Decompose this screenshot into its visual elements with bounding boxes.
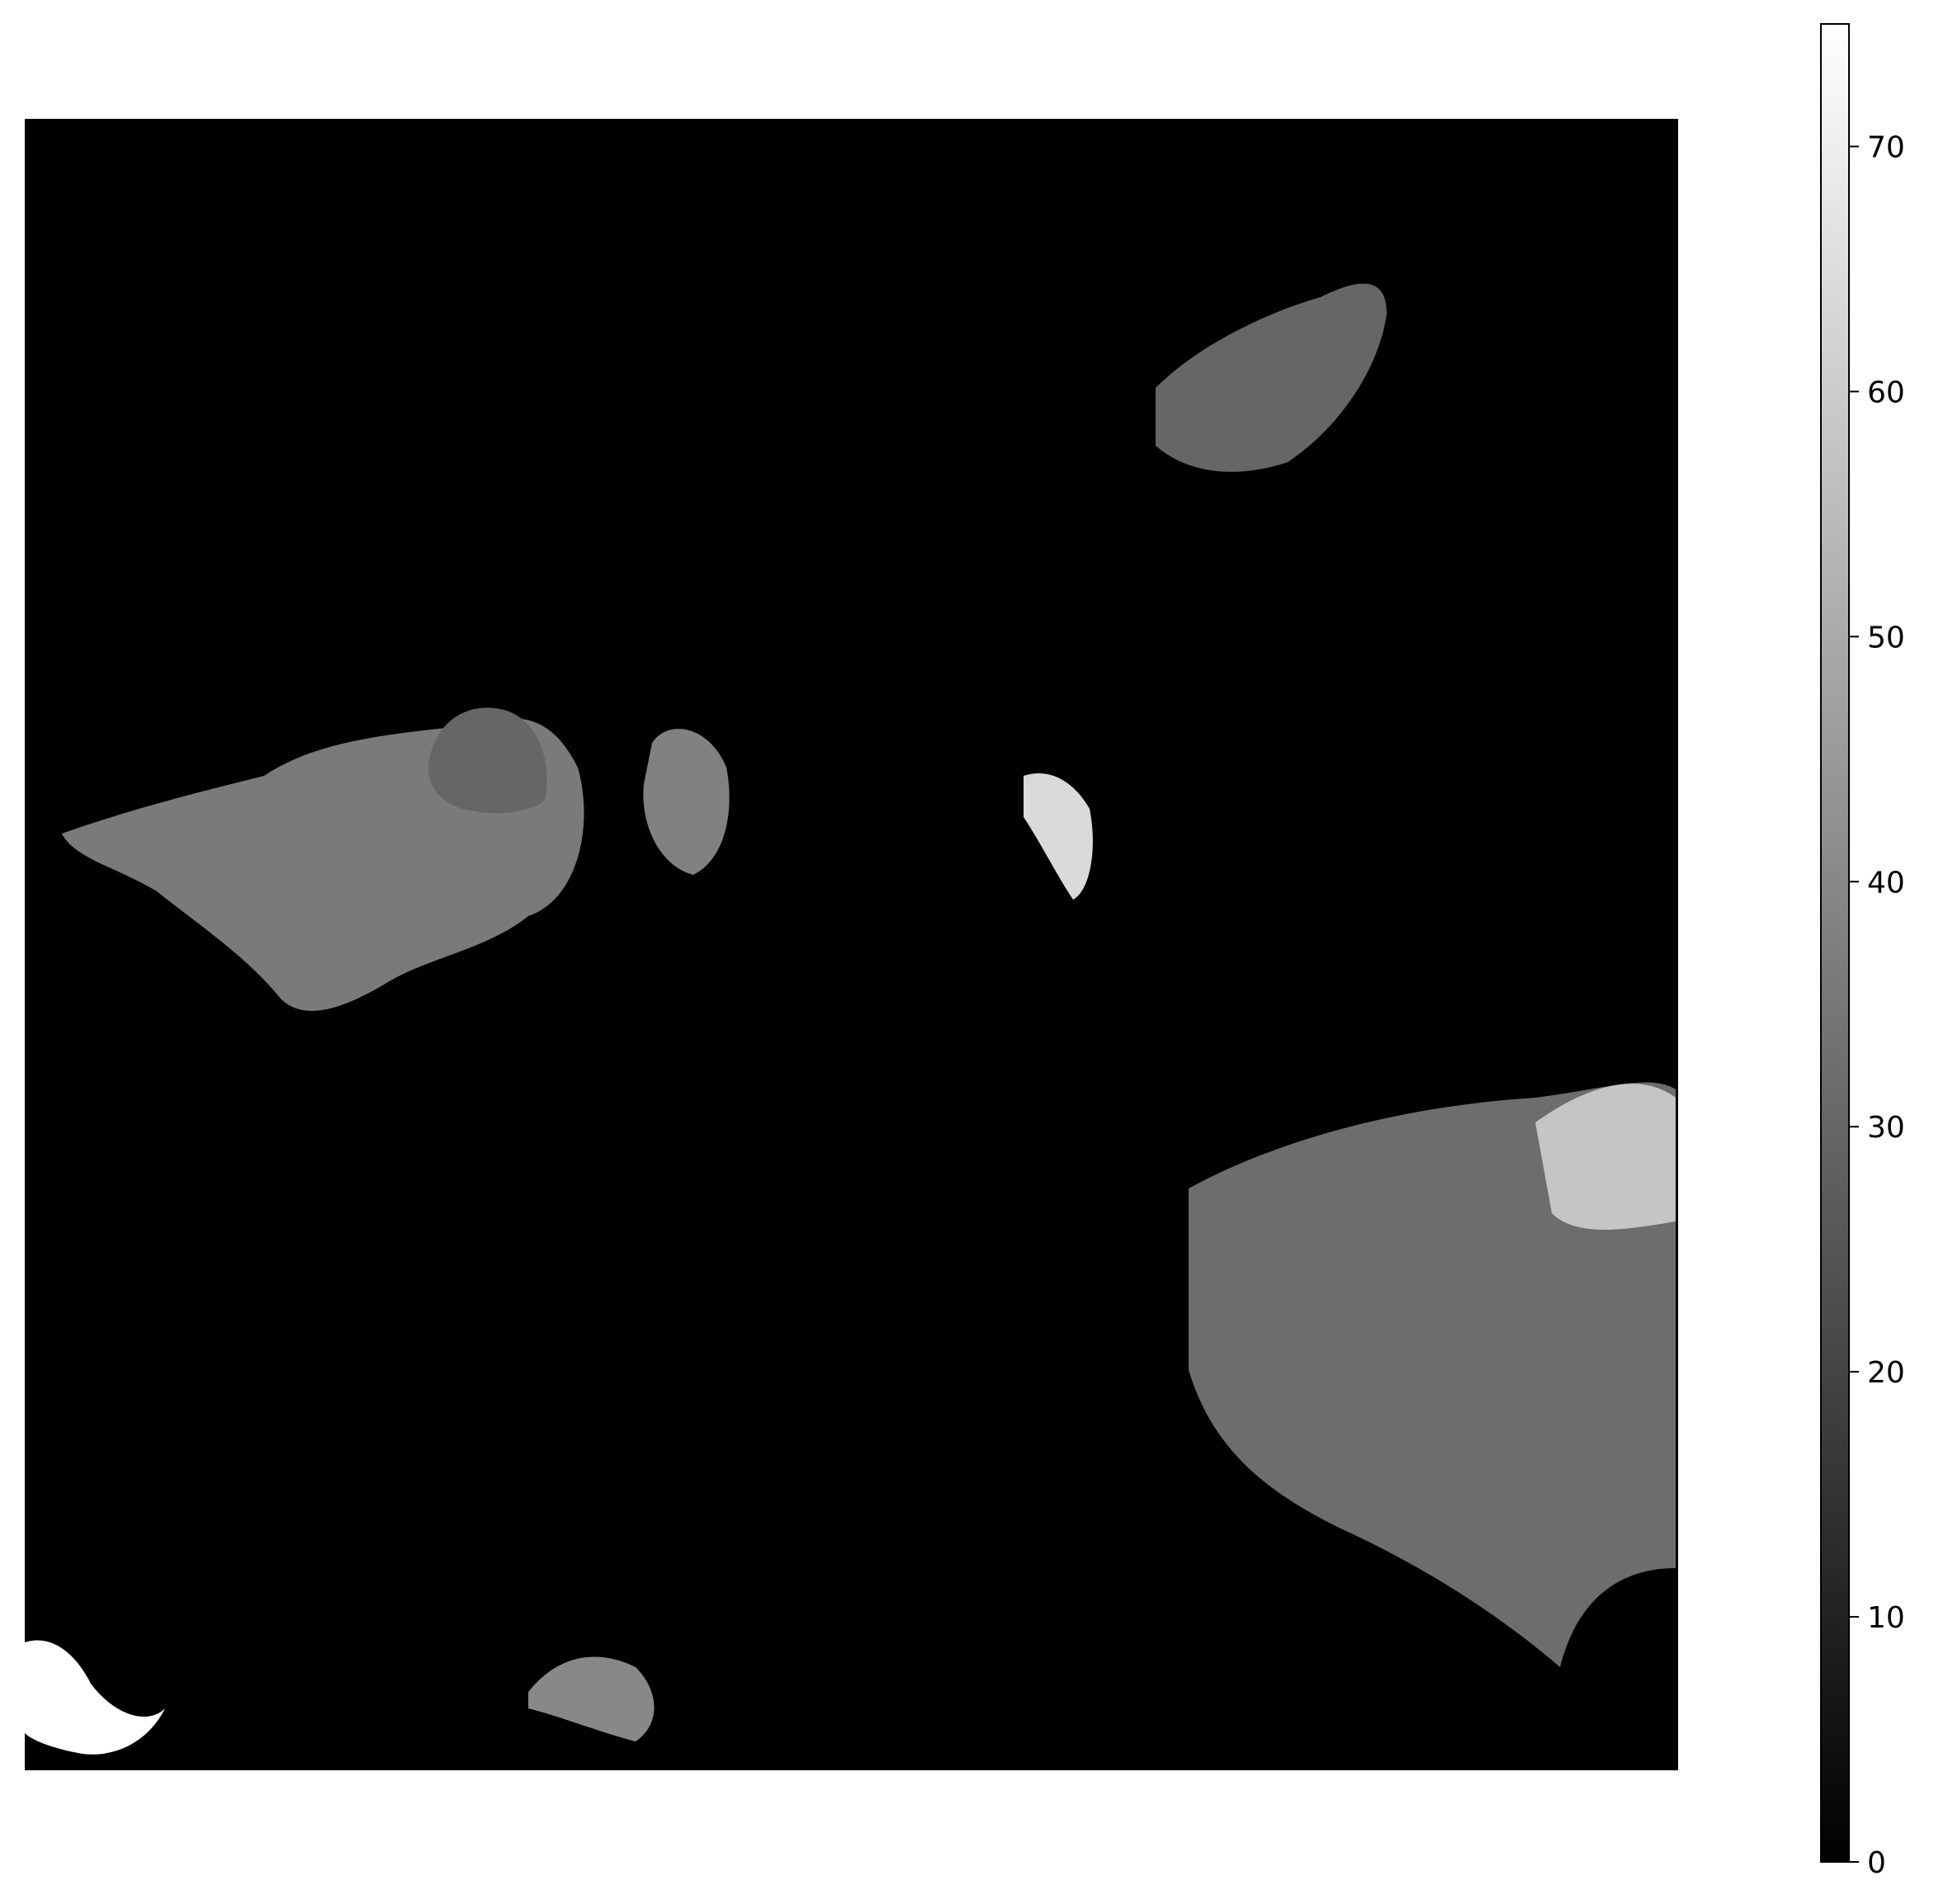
heatmap-regions	[25, 283, 1676, 1755]
heatmap-region-6	[1189, 1082, 1676, 1667]
heatmap-region-7	[1535, 1084, 1676, 1230]
heatmap-region-2	[428, 707, 547, 814]
colorbar-gradient	[1820, 23, 1850, 1863]
colorbar-tick-label-20: 20	[1867, 1356, 1905, 1390]
colorbar-tick-label-0: 0	[1867, 1846, 1886, 1880]
heatmap-region-9	[528, 1656, 655, 1741]
colorbar-tick-label-50: 50	[1867, 621, 1905, 654]
colorbar-tick-label-70: 70	[1867, 130, 1905, 164]
heatmap-region-8	[25, 1640, 165, 1755]
colorbar-tick-label-10: 10	[1867, 1601, 1905, 1635]
heatmap-region-4	[1024, 772, 1093, 900]
heatmap-region-3	[643, 729, 730, 875]
colorbar-tick-label-30: 30	[1867, 1111, 1905, 1145]
heatmap-region-5	[1156, 283, 1387, 472]
heatmap-plot-area	[25, 119, 1678, 1770]
colorbar-tick-label-40: 40	[1867, 866, 1905, 900]
colorbar-ticks: 0 10 20 30 40 50 60 70	[1849, 130, 1905, 1880]
colorbar-tick-label-60: 60	[1867, 376, 1905, 409]
colorbar: 0 10 20 30 40 50 60 70	[1820, 23, 1905, 1880]
